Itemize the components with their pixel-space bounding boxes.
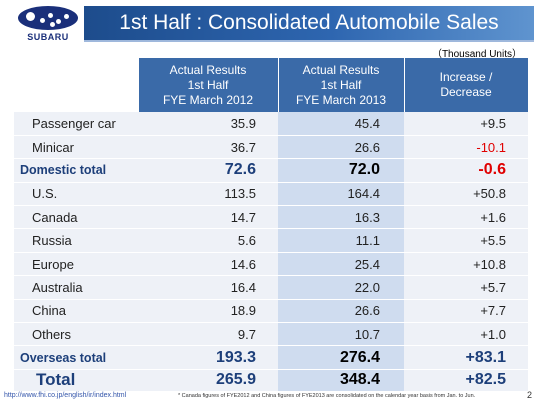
header-fy2013-line: FYE March 2013 bbox=[295, 92, 387, 107]
header-fy2013: Actual Results 1st Half FYE March 2013 bbox=[278, 58, 405, 112]
header-fy2013-line: Actual Results bbox=[302, 62, 380, 77]
logo-wordmark: SUBARU bbox=[27, 32, 69, 42]
row-label: Minicar bbox=[14, 135, 138, 160]
table-row: China 18.9 26.6 +7.7 bbox=[14, 299, 528, 324]
value-change: +50.8 bbox=[404, 182, 528, 207]
value-change: +5.7 bbox=[404, 275, 528, 300]
row-label: Europe bbox=[14, 252, 138, 277]
table-row: Canada 14.7 16.3 +1.6 bbox=[14, 205, 528, 230]
value-fy2012: 36.7 bbox=[138, 135, 278, 160]
header-change: Increase / Decrease bbox=[404, 58, 529, 112]
units-label: （Thousand Units） bbox=[431, 49, 522, 60]
value-fy2013: 25.4 bbox=[278, 252, 404, 277]
value-fy2013: 348.4 bbox=[278, 369, 404, 392]
pleiades-star-icon bbox=[18, 6, 78, 30]
footnote: * Canada figures of FYE2012 and China fi… bbox=[178, 393, 476, 399]
page-title: 1st Half : Consolidated Automobile Sales bbox=[119, 11, 499, 34]
value-fy2013: 45.4 bbox=[278, 112, 404, 136]
row-label: Total bbox=[14, 369, 138, 392]
title-bar: 1st Half : Consolidated Automobile Sales bbox=[84, 6, 534, 40]
value-fy2012: 35.9 bbox=[138, 112, 278, 136]
subaru-logo: SUBARU bbox=[8, 4, 88, 44]
value-fy2013: 276.4 bbox=[278, 345, 404, 370]
value-change: +83.1 bbox=[404, 345, 528, 370]
header-fy2012: Actual Results 1st Half FYE March 2012 bbox=[138, 58, 279, 112]
value-change: +1.0 bbox=[404, 322, 528, 347]
value-fy2013: 16.3 bbox=[278, 205, 404, 230]
header-change-line: Decrease bbox=[440, 85, 492, 99]
value-change: +10.8 bbox=[404, 252, 528, 277]
value-change: +9.5 bbox=[404, 112, 528, 136]
table-row: Total 265.9 348.4 +82.5 bbox=[14, 369, 528, 392]
header-fy2012-line: 1st Half bbox=[187, 77, 229, 92]
table-row: U.S. 113.5 164.4 +50.8 bbox=[14, 182, 528, 207]
table-row: Others 9.7 10.7 +1.0 bbox=[14, 322, 528, 347]
value-fy2012: 14.6 bbox=[138, 252, 278, 277]
row-label: Passenger car bbox=[14, 112, 138, 136]
value-fy2013: 11.1 bbox=[278, 228, 404, 253]
value-fy2012: 113.5 bbox=[138, 182, 278, 207]
page-number: 2 bbox=[526, 390, 532, 400]
value-fy2012: 18.9 bbox=[138, 299, 278, 324]
value-change: +1.6 bbox=[404, 205, 528, 230]
value-fy2013: 22.0 bbox=[278, 275, 404, 300]
value-change: +82.5 bbox=[404, 369, 528, 392]
table-row: Europe 14.6 25.4 +10.8 bbox=[14, 252, 528, 277]
header-fy2012-line: FYE March 2012 bbox=[162, 92, 254, 107]
value-fy2012: 265.9 bbox=[138, 369, 278, 392]
value-fy2012: 72.6 bbox=[138, 158, 278, 183]
table-row: Russia 5.6 11.1 +5.5 bbox=[14, 228, 528, 253]
row-label: U.S. bbox=[14, 182, 138, 207]
table-row: Domestic total 72.6 72.0 -0.6 bbox=[14, 158, 528, 183]
sales-table: Actual Results 1st Half FYE March 2012 A… bbox=[14, 58, 529, 392]
table-row: Passenger car 35.9 45.4 +9.5 bbox=[14, 112, 528, 136]
value-fy2013: 10.7 bbox=[278, 322, 404, 347]
row-label: Russia bbox=[14, 228, 138, 253]
value-fy2013: 72.0 bbox=[278, 158, 404, 183]
row-label: Canada bbox=[14, 205, 138, 230]
row-label: China bbox=[14, 299, 138, 324]
header-fy2013-line: 1st Half bbox=[320, 77, 362, 92]
table-row: Minicar 36.7 26.6 -10.1 bbox=[14, 135, 528, 160]
value-fy2013: 26.6 bbox=[278, 135, 404, 160]
header-change-line: Increase / bbox=[439, 70, 493, 84]
row-label: Overseas total bbox=[14, 345, 138, 370]
table-header-row: Actual Results 1st Half FYE March 2012 A… bbox=[14, 58, 529, 112]
value-fy2012: 9.7 bbox=[138, 322, 278, 347]
table-body: Passenger car 35.9 45.4 +9.5 Minicar 36.7 26.6… bbox=[14, 112, 528, 392]
row-label: Others bbox=[14, 322, 138, 347]
value-fy2012: 5.6 bbox=[138, 228, 278, 253]
row-label: Australia bbox=[14, 275, 138, 300]
row-label: Domestic total bbox=[14, 158, 138, 183]
value-fy2012: 193.3 bbox=[138, 345, 278, 370]
value-change: +5.5 bbox=[404, 228, 528, 253]
table-row: Australia 16.4 22.0 +5.7 bbox=[14, 275, 528, 300]
website-link[interactable]: http://www.fhi.co.jp/english/ir/index.ht… bbox=[4, 392, 127, 399]
value-change: -10.1 bbox=[404, 135, 528, 160]
table-row: Overseas total 193.3 276.4 +83.1 bbox=[14, 345, 528, 370]
value-change: -0.6 bbox=[404, 158, 528, 183]
value-fy2013: 164.4 bbox=[278, 182, 404, 207]
value-fy2013: 26.6 bbox=[278, 299, 404, 324]
value-fy2012: 14.7 bbox=[138, 205, 278, 230]
value-fy2012: 16.4 bbox=[138, 275, 278, 300]
value-change: +7.7 bbox=[404, 299, 528, 324]
header-blank-cell bbox=[14, 58, 139, 112]
title-underline bbox=[84, 40, 534, 42]
header-fy2012-line: Actual Results bbox=[169, 62, 247, 77]
